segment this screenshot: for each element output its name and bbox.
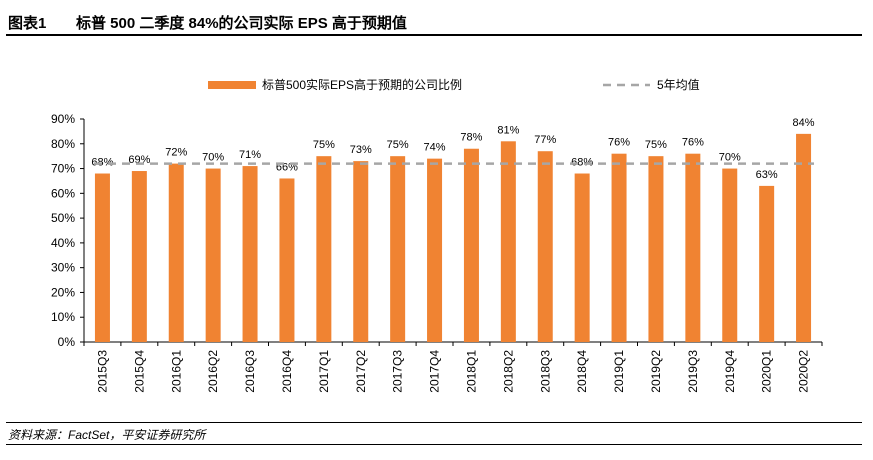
figure-number: 图表1 <box>8 15 47 32</box>
source-note: 资料来源：FactSet，平安证券研究所 <box>8 428 206 442</box>
bar <box>759 185 775 342</box>
legend-bar-swatch <box>208 81 256 89</box>
data-label: 84% <box>793 117 815 129</box>
bar <box>648 156 664 342</box>
figure-title: 图表1 标普 500 二季度 84%的公司实际 EPS 高于预期值 <box>8 12 407 33</box>
x-tick-label: 2020Q2 <box>797 350 811 393</box>
data-label: 70% <box>202 152 224 164</box>
x-tick-label: 2016Q4 <box>280 350 294 393</box>
x-tick-label: 2018Q1 <box>464 350 478 393</box>
data-label: 75% <box>387 139 409 151</box>
x-tick-label: 2017Q3 <box>391 350 405 393</box>
bar <box>94 173 110 342</box>
bar <box>685 153 701 342</box>
x-tick-label: 2018Q4 <box>575 350 589 393</box>
data-label: 76% <box>608 137 630 149</box>
x-tick-label: 2016Q2 <box>206 350 220 393</box>
bar <box>427 158 443 342</box>
legend-line-label: 5年均值 <box>657 77 700 92</box>
data-label: 78% <box>460 132 482 144</box>
data-label: 77% <box>534 134 556 146</box>
x-tick-label: 2019Q2 <box>649 350 663 393</box>
y-tick-label: 0% <box>58 335 76 349</box>
bar <box>131 171 147 342</box>
bar <box>205 168 221 342</box>
y-tick-label: 20% <box>51 285 75 299</box>
x-tick-label: 2018Q2 <box>501 350 515 393</box>
data-label: 69% <box>128 154 150 166</box>
x-tick-label: 2016Q3 <box>243 350 257 393</box>
x-tick-label: 2016Q1 <box>169 350 183 393</box>
bar <box>168 163 184 342</box>
data-label: 72% <box>165 147 187 159</box>
bar <box>463 148 479 342</box>
y-tick-label: 40% <box>51 236 75 250</box>
bottom-rule-2 <box>6 444 862 445</box>
x-tick-label: 2017Q1 <box>317 350 331 393</box>
x-tick-label: 2019Q3 <box>686 350 700 393</box>
data-label: 75% <box>645 139 667 151</box>
bar <box>796 133 812 342</box>
y-tick-label: 10% <box>51 310 75 324</box>
data-label: 63% <box>756 169 778 181</box>
y-tick-label: 70% <box>51 162 75 176</box>
y-tick-label: 60% <box>51 186 75 200</box>
x-tick-label: 2015Q3 <box>95 350 109 393</box>
bar <box>500 141 516 342</box>
bar <box>390 156 406 342</box>
bar <box>574 173 590 342</box>
bar <box>279 178 295 342</box>
x-tick-label: 2019Q4 <box>723 350 737 393</box>
x-tick-label: 2019Q1 <box>612 350 626 393</box>
data-label: 68% <box>91 157 113 169</box>
x-tick-label: 2017Q4 <box>428 350 442 393</box>
y-tick-label: 80% <box>51 137 75 151</box>
bar <box>353 161 369 342</box>
x-tick-label: 2018Q3 <box>538 350 552 393</box>
y-tick-label: 50% <box>51 211 75 225</box>
bar <box>242 166 258 342</box>
figure-title-text: 标普 500 二季度 84%的公司实际 EPS 高于预期值 <box>76 15 407 32</box>
bar <box>537 151 553 342</box>
y-tick-label: 30% <box>51 261 75 275</box>
data-label: 68% <box>571 157 593 169</box>
x-tick-label: 2015Q4 <box>132 350 146 393</box>
bottom-rule <box>6 422 862 423</box>
data-label: 70% <box>719 152 741 164</box>
data-label: 73% <box>350 144 372 156</box>
x-tick-label: 2017Q2 <box>354 350 368 393</box>
y-tick-label: 90% <box>51 112 75 126</box>
data-label: 75% <box>313 139 335 151</box>
data-label: 76% <box>682 137 704 149</box>
legend-bar-label: 标普500实际EPS高于预期的公司比例 <box>262 77 462 92</box>
top-rule <box>6 34 862 36</box>
bar <box>316 156 332 342</box>
data-label: 81% <box>497 124 519 136</box>
bar <box>611 153 627 342</box>
data-label: 74% <box>424 142 446 154</box>
x-tick-label: 2020Q1 <box>760 350 774 393</box>
data-label: 71% <box>239 149 261 161</box>
bar <box>722 168 738 342</box>
